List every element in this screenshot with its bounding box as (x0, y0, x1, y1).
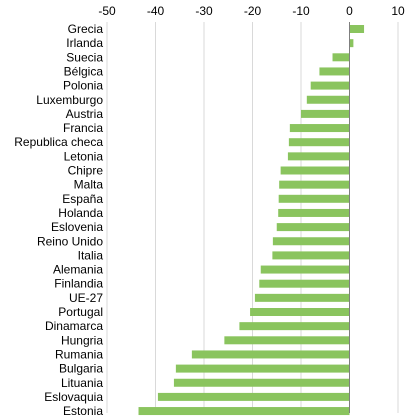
bars (138, 25, 365, 416)
category-label: Polonia (63, 79, 103, 93)
bar (310, 81, 350, 90)
bar (288, 138, 350, 147)
bar (239, 322, 350, 331)
category-label: Estonia (63, 404, 103, 416)
x-tick-labels: -50 -40 -30 -20 -10 0 10 (98, 4, 405, 18)
category-label: Portugal (58, 305, 103, 319)
category-label: Francia (63, 121, 103, 135)
category-label: Bélgica (64, 64, 104, 78)
category-label: Chipre (68, 164, 104, 178)
bar (175, 364, 350, 373)
category-label: Irlanda (66, 36, 103, 50)
bar (279, 180, 350, 189)
category-label: Malta (74, 178, 104, 192)
category-label: Republica checa (14, 135, 103, 149)
category-label: Letonia (64, 149, 104, 163)
bar (280, 166, 350, 175)
bar (332, 53, 350, 62)
category-label: Rumania (55, 347, 103, 361)
x-tick-label: -50 (98, 4, 116, 18)
bar (250, 308, 350, 316)
bar (224, 336, 350, 345)
category-label: España (62, 192, 103, 206)
category-label: Luxemburgo (36, 93, 103, 107)
bar (319, 67, 350, 76)
category-label: Eslovaquia (44, 390, 103, 404)
x-tick-label: -30 (195, 4, 213, 18)
bar (272, 251, 350, 260)
bar (306, 95, 350, 104)
bar (157, 392, 350, 401)
category-label: Austria (66, 107, 104, 121)
category-label: UE-27 (69, 291, 103, 305)
bar (254, 293, 350, 302)
category-label: Reino Unido (37, 234, 103, 248)
category-label: Suecia (66, 50, 103, 64)
bar (278, 208, 350, 217)
x-tick-label: -10 (292, 4, 310, 18)
x-tick-label: -40 (147, 4, 165, 18)
bar (287, 152, 350, 161)
bar (260, 265, 350, 274)
bar (349, 25, 365, 33)
category-label: Grecia (68, 22, 104, 36)
x-tick-label: 0 (346, 4, 353, 18)
bar (138, 407, 350, 416)
category-label: Dinamarca (45, 319, 103, 333)
bar (259, 279, 350, 288)
bar (191, 350, 350, 359)
category-label: Hungria (61, 333, 103, 347)
bar (301, 109, 350, 118)
category-label: Finlandia (54, 277, 103, 291)
category-label: Alemania (53, 263, 103, 277)
bar (173, 378, 350, 387)
category-label: Holanda (58, 206, 103, 220)
bar (278, 194, 350, 203)
bar (276, 223, 350, 232)
category-label: Bulgaria (59, 362, 103, 376)
x-tick-label: -20 (244, 4, 262, 18)
category-label: Eslovenia (51, 220, 103, 234)
category-labels: GreciaIrlandaSueciaBélgicaPoloniaLuxembu… (14, 22, 103, 416)
category-label: Italia (78, 248, 104, 262)
x-tick-label: 10 (391, 4, 405, 18)
bar (272, 237, 350, 246)
bar (349, 39, 354, 48)
category-label: Lituania (61, 376, 103, 390)
bar (289, 124, 350, 133)
